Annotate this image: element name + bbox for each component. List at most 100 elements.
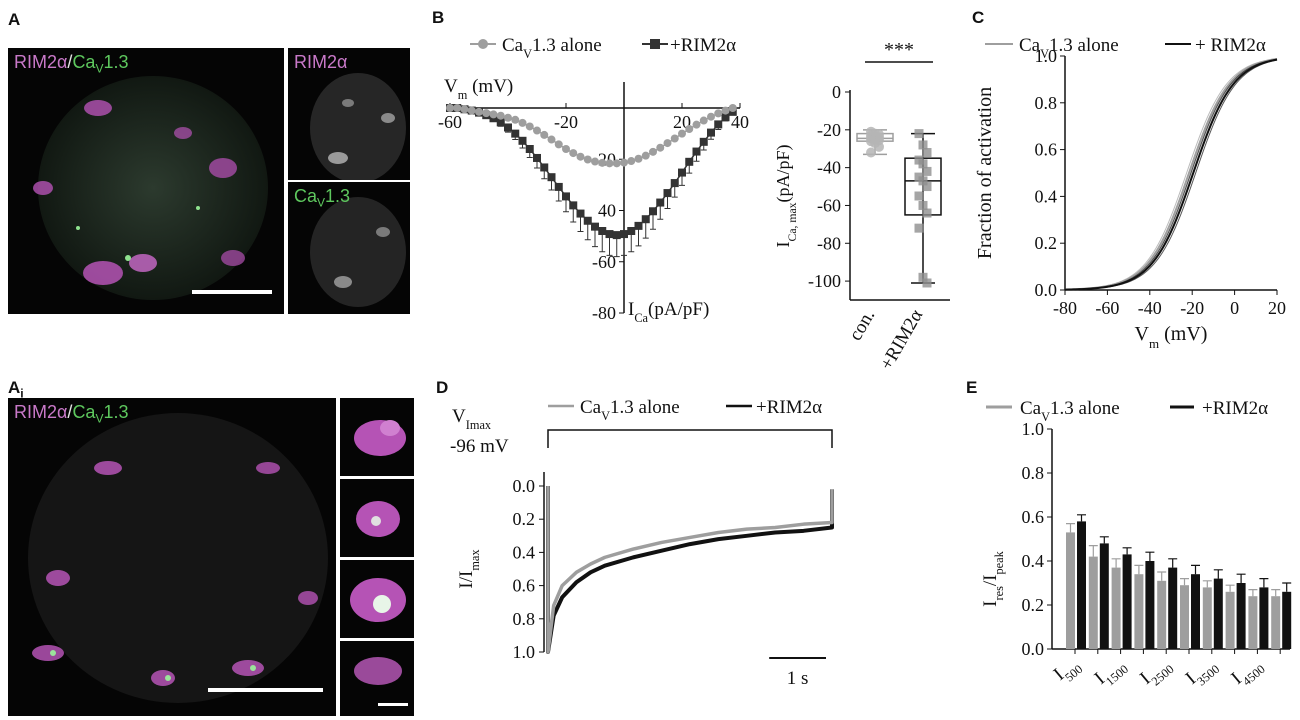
error-bar bbox=[1282, 582, 1292, 592]
x-tick-label-e: I1500 bbox=[1091, 653, 1131, 693]
legend-label-rim: + RIM2α bbox=[1195, 35, 1266, 56]
error-bar bbox=[1145, 551, 1155, 561]
sem-band-upper bbox=[1064, 58, 1278, 290]
y-tick-label-c: 0.4 bbox=[1035, 186, 1058, 206]
micrograph-a-rim2-label: RIM2α bbox=[294, 52, 348, 72]
y-tick-label-box: -100 bbox=[808, 271, 841, 291]
scale-bar-zoom bbox=[378, 703, 408, 706]
data-point-cav bbox=[670, 134, 679, 143]
data-point-cav bbox=[518, 118, 527, 127]
data-point-cav bbox=[569, 149, 578, 158]
y-tick-label-e: 0.6 bbox=[1022, 507, 1045, 527]
bar-rim bbox=[1122, 554, 1132, 649]
data-point-cav bbox=[583, 155, 592, 164]
x-tick-label-c: -80 bbox=[1053, 298, 1077, 318]
cell-image-a-rim2 bbox=[310, 73, 406, 180]
y-axis-label-box: ICa, max(pA/pF) bbox=[773, 145, 799, 248]
y-axis-label-e: Ires/Ipeak bbox=[980, 550, 1006, 606]
category-label: con. bbox=[845, 306, 879, 344]
y-tick-label-box: -20 bbox=[817, 120, 841, 140]
zoom-inset-1 bbox=[340, 398, 414, 476]
legend-marker-rim bbox=[650, 39, 660, 49]
box-point bbox=[918, 159, 928, 169]
data-point-rim bbox=[547, 173, 556, 182]
data-point-rim bbox=[591, 222, 599, 231]
y-tick-label-c: 1.0 bbox=[1035, 46, 1058, 66]
bar-rim bbox=[1282, 591, 1292, 649]
activation-curve bbox=[1064, 58, 1278, 291]
data-point-cav bbox=[634, 154, 643, 163]
cell-image-a bbox=[33, 76, 268, 300]
legend-label-cav: CaV1.3 alone bbox=[580, 397, 680, 423]
data-point-cav bbox=[707, 112, 715, 121]
box-point bbox=[918, 272, 928, 282]
error-bar bbox=[1088, 545, 1098, 557]
category-label: +RIM2α bbox=[876, 306, 927, 374]
data-point-rim bbox=[598, 227, 607, 235]
data-point-cav bbox=[475, 107, 483, 116]
data-point-cav bbox=[554, 140, 563, 149]
sem-band-lower bbox=[1064, 58, 1278, 291]
data-point-rim bbox=[605, 230, 614, 239]
data-point-cav bbox=[591, 157, 599, 166]
x-tick-label-e: I4500 bbox=[1227, 653, 1267, 693]
iv-curve-chart: CaV1.3 alone+RIM2α-60-202040-2040-60-80V… bbox=[438, 35, 749, 325]
legend-label-cav: CaV1.3 alone bbox=[1020, 398, 1120, 424]
data-point-cav bbox=[598, 158, 607, 167]
data-point-rim bbox=[634, 221, 643, 230]
data-point-cav bbox=[714, 109, 723, 118]
data-point-cav bbox=[525, 122, 534, 131]
bar-cav bbox=[1271, 596, 1281, 649]
legend-marker-cav bbox=[478, 39, 488, 49]
y-tick-label-c: 0.6 bbox=[1035, 140, 1058, 160]
bar-rim bbox=[1191, 574, 1200, 649]
y-tick-label-b: -80 bbox=[592, 303, 616, 323]
bar-rim bbox=[1168, 567, 1178, 649]
data-point-cav bbox=[547, 135, 556, 144]
data-point-cav bbox=[649, 147, 657, 156]
data-point-cav bbox=[489, 110, 498, 119]
data-point-cav bbox=[446, 104, 454, 112]
box-point bbox=[922, 208, 932, 218]
x-tick-label-c: -20 bbox=[1180, 298, 1204, 318]
micrograph-a-cav-label: CaV1.3 bbox=[294, 186, 351, 210]
data-point-cav bbox=[533, 126, 541, 135]
error-bar bbox=[1236, 573, 1246, 583]
error-bar bbox=[1271, 589, 1281, 597]
box-point bbox=[922, 182, 932, 192]
trace-rim bbox=[546, 486, 834, 654]
trace-cav bbox=[546, 486, 834, 654]
data-point-rim bbox=[569, 201, 578, 210]
zoom-inset-4 bbox=[340, 641, 414, 716]
x-tick-label-b: -20 bbox=[554, 112, 578, 132]
bar-rim bbox=[1259, 587, 1269, 649]
data-point-cav bbox=[692, 120, 701, 129]
data-point-cav bbox=[699, 116, 708, 125]
data-point-rim bbox=[699, 137, 708, 146]
data-point-rim bbox=[692, 147, 701, 156]
box-point bbox=[874, 141, 884, 152]
data-point-rim bbox=[685, 157, 694, 166]
y-tick-label-e: 0.8 bbox=[1022, 463, 1045, 483]
bar-rim bbox=[1099, 543, 1109, 649]
bar-cav bbox=[1202, 587, 1212, 649]
x-tick-label-e: I3500 bbox=[1182, 653, 1222, 693]
panel-letter-b: B bbox=[432, 8, 445, 27]
panel-letter-d: D bbox=[436, 378, 449, 397]
y-tick-label-d: 0.6 bbox=[513, 576, 536, 596]
bar-cav bbox=[1066, 532, 1075, 649]
micrograph-ai-label: RIM2α/CaV1.3 bbox=[14, 402, 129, 426]
box-point bbox=[922, 148, 932, 158]
error-bar bbox=[1168, 558, 1178, 568]
data-point-rim bbox=[612, 231, 621, 240]
error-bar bbox=[1134, 564, 1144, 575]
bar-rim bbox=[1145, 561, 1155, 649]
data-point-rim bbox=[518, 136, 527, 145]
data-point-rim bbox=[627, 227, 636, 235]
error-bar bbox=[1259, 578, 1269, 588]
micrograph-a-label: RIM2α/CaV1.3 bbox=[14, 52, 129, 76]
data-point-rim bbox=[641, 215, 650, 224]
scale-bar-ai bbox=[208, 688, 323, 692]
data-point-cav bbox=[511, 115, 520, 124]
data-point-rim bbox=[533, 153, 541, 162]
